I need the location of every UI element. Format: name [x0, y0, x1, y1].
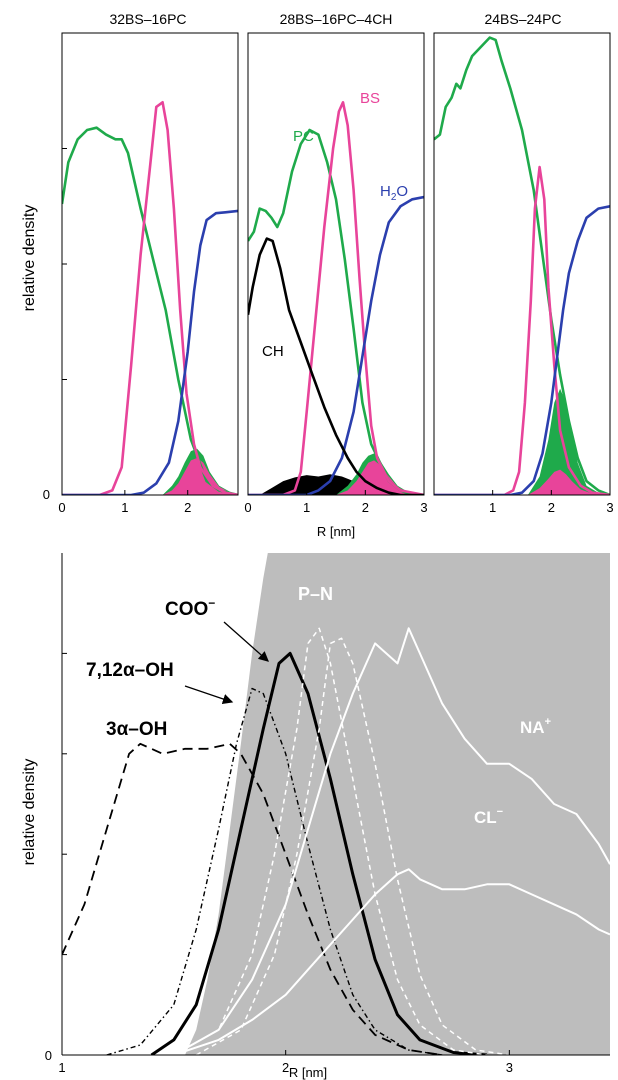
panel-title-3: 24BS–24PC	[484, 11, 561, 27]
top-x-axis-label: R [nm]	[317, 524, 355, 539]
series-line-4	[173, 627, 488, 1055]
series-fill-0	[185, 553, 610, 1055]
series-fill-3	[527, 388, 610, 495]
x-tick-label: 1	[489, 500, 496, 515]
label-ch: CH	[262, 343, 284, 360]
panel-frame	[247, 32, 425, 496]
arrow-712oh	[184, 685, 234, 704]
series-line-0	[434, 36, 610, 495]
series-line-7	[173, 868, 610, 1055]
arrow-coo	[223, 621, 269, 662]
label-cl-sup: −	[497, 806, 503, 818]
series-line-6	[173, 627, 610, 1055]
series-line-2	[106, 687, 443, 1055]
x-tick-label: 2	[548, 500, 555, 515]
label-coo-text: COO	[165, 599, 208, 620]
x-tick-label: 2	[184, 500, 191, 515]
label-h2o-sub: 2	[391, 192, 397, 203]
plot-area	[62, 101, 238, 495]
x-tick-label: 3	[506, 1060, 513, 1075]
x-tick-label: 1	[303, 500, 310, 515]
label-coo-sup: −	[208, 596, 215, 610]
bottom-y-axis-label: relative density	[21, 759, 38, 866]
series-line-3	[150, 651, 488, 1055]
panel-frame	[433, 32, 611, 496]
x-tick-label: 3	[420, 500, 427, 515]
label-712oh: 7,12α–OH	[86, 660, 174, 681]
top-y-zero-label: 0	[43, 487, 50, 502]
x-tick-label: 0	[244, 500, 251, 515]
x-tick-label: 3	[606, 500, 613, 515]
label-3oh: 3α–OH	[106, 719, 167, 740]
panel-title-1: 32BS–16PC	[109, 11, 186, 27]
bottom-y-zero-label: 0	[45, 1048, 52, 1063]
label-pc: PC	[293, 128, 314, 145]
series-line-2	[248, 195, 424, 495]
plot-area	[434, 36, 610, 495]
label-na-sup: +	[545, 716, 551, 728]
bottom-x-axis-label: R [nm]	[289, 1065, 327, 1080]
series-line-2	[62, 209, 238, 495]
label-coo: COO−	[165, 596, 215, 620]
plot-area	[248, 101, 424, 495]
label-h2o: H2O	[380, 183, 408, 203]
panel-32BS-16PC: 0 1 2	[58, 32, 239, 515]
label-cl: CL−	[474, 806, 503, 827]
top-y-axis-label: relative density	[21, 205, 38, 312]
series-fill-4	[527, 469, 610, 495]
label-bs: BS	[360, 90, 380, 107]
annotation-arrows	[184, 621, 269, 704]
panel-title-2: 28BS–16PC–4CH	[280, 11, 393, 27]
series-line-1	[62, 101, 238, 495]
panel-24BS-24PC: 1 2 3	[433, 32, 614, 515]
series-fill-6	[336, 460, 424, 495]
x-tick-label: 2	[362, 500, 369, 515]
series-line-3	[248, 237, 424, 495]
label-na: NA+	[520, 716, 551, 737]
series-line-1	[248, 101, 424, 495]
series-line-1	[434, 165, 610, 495]
series-line-0	[62, 126, 238, 495]
label-na-text: NA	[520, 718, 545, 737]
x-tick-label: 1	[58, 1060, 65, 1075]
panel-28BS-16PC-4CH: 0 1 2 3	[244, 32, 428, 515]
label-h2o-o: O	[396, 183, 408, 200]
series-fill-4	[162, 458, 238, 495]
panel-frame	[61, 32, 239, 496]
label-cl-text: CL	[474, 808, 497, 827]
x-tick-label: 2	[282, 1060, 289, 1075]
label-h2o-h: H	[380, 183, 391, 200]
x-tick-label: 0	[58, 500, 65, 515]
panel-bottom: 1 2 3	[58, 553, 610, 1075]
series-line-2	[434, 205, 610, 495]
x-tick-label: 1	[121, 500, 128, 515]
plot-area	[62, 553, 610, 1055]
label-pn: P–N	[298, 584, 333, 604]
